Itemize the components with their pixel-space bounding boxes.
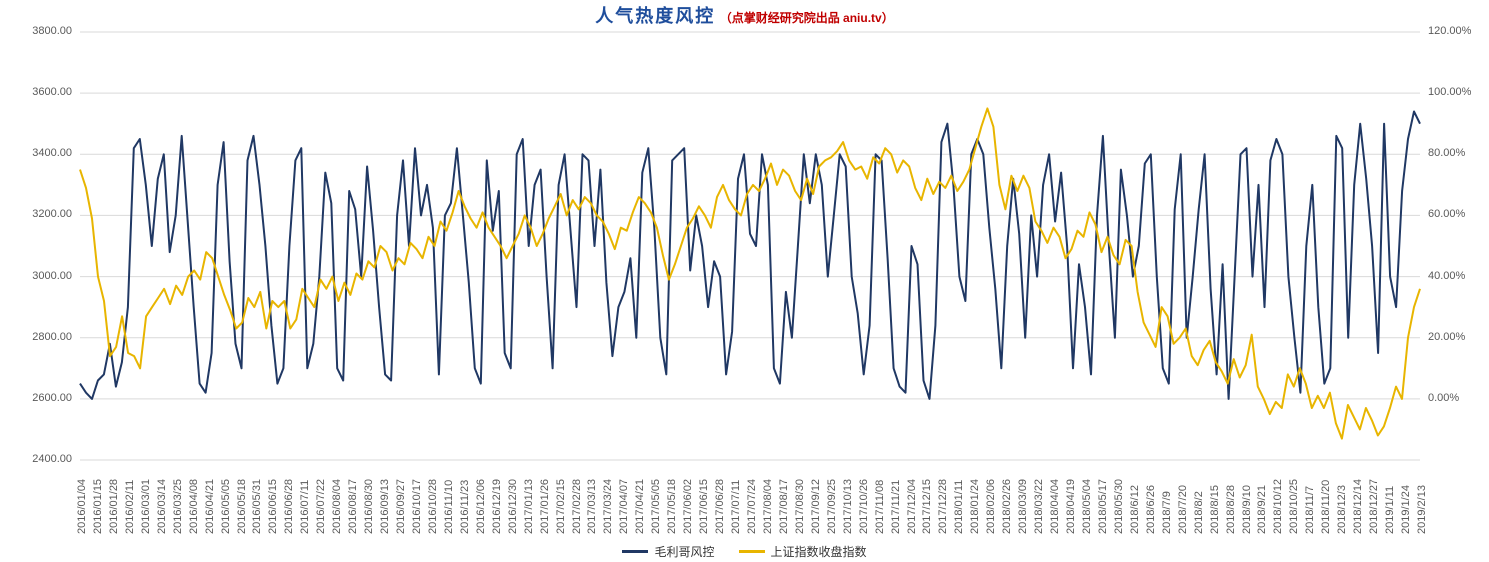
legend-swatch	[622, 550, 648, 553]
plot-area	[0, 0, 1489, 562]
chart-container: 人气热度风控 （点掌财经研究院出品 aniu.tv） 2400.002600.0…	[0, 0, 1489, 562]
legend-swatch	[739, 550, 765, 553]
legend-label: 毛利哥风控	[654, 543, 714, 560]
series-上证指数收盘指数	[80, 108, 1420, 438]
legend-label: 上证指数收盘指数	[771, 543, 867, 560]
legend-item: 上证指数收盘指数	[739, 543, 867, 560]
legend: 毛利哥风控 上证指数收盘指数	[0, 540, 1489, 560]
legend-item: 毛利哥风控	[622, 543, 714, 560]
